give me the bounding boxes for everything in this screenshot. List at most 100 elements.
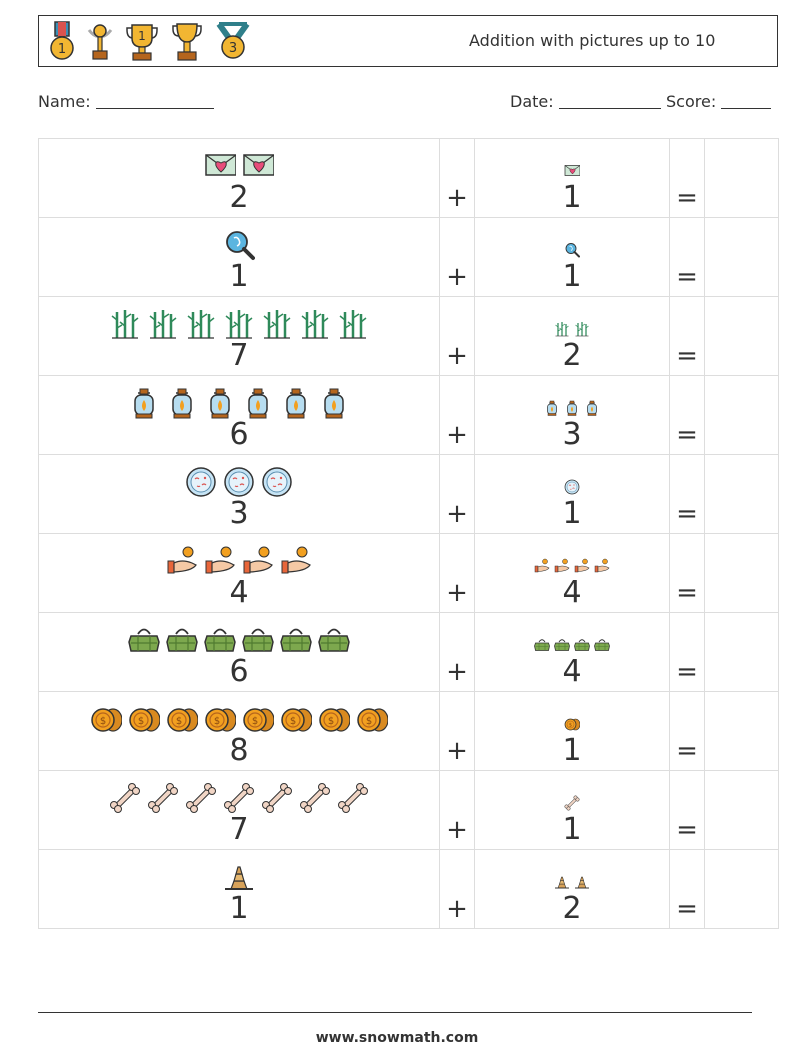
answer-cell[interactable] [704, 454, 779, 534]
answer-cell[interactable] [704, 138, 779, 218]
bamboo-icon [111, 310, 139, 339]
right-number: 1 [562, 180, 582, 215]
equals-cell: = [669, 296, 705, 376]
answer-cell[interactable] [704, 770, 779, 850]
answer-cell[interactable] [704, 296, 779, 376]
picture-group [39, 861, 439, 893]
coins-icon: $ [205, 708, 236, 732]
answer-cell[interactable] [704, 691, 779, 771]
picture-group [39, 387, 439, 419]
picture-group [475, 321, 669, 337]
right-number: 3 [562, 417, 582, 452]
love-letter-icon [205, 154, 236, 176]
right-addend-cell: 1 [474, 454, 670, 534]
plus-cell: + [439, 217, 475, 297]
right-addend-cell: 1 [474, 217, 670, 297]
equals-cell: = [669, 612, 705, 692]
date-line[interactable] [558, 92, 661, 109]
name-field[interactable]: Name: [38, 92, 214, 111]
lantern-icon [210, 388, 230, 419]
picture-group [475, 163, 669, 179]
equals-sign: = [676, 262, 698, 292]
right-number: 2 [562, 338, 582, 373]
bone-icon [564, 795, 580, 811]
picture-group [39, 466, 439, 498]
bone-icon [148, 783, 178, 813]
equals-cell: = [669, 770, 705, 850]
answer-cell[interactable] [704, 612, 779, 692]
basket-icon [242, 628, 274, 652]
score-line[interactable] [721, 92, 772, 109]
left-number: 7 [229, 338, 249, 373]
left-number: 4 [229, 575, 249, 610]
basket-icon [280, 628, 312, 652]
bamboo-icon [575, 322, 589, 337]
hand-coin-icon [281, 546, 311, 574]
plus-cell: + [439, 770, 475, 850]
medal-3-icon: 3 [216, 22, 250, 59]
picture-group [475, 242, 669, 258]
plus-sign: + [446, 894, 468, 924]
date-field[interactable]: Date: [510, 92, 661, 111]
hand-coin-icon [534, 558, 550, 573]
worksheet-title: Addition with pictures up to 10 [469, 31, 716, 50]
plus-sign: + [446, 183, 468, 213]
answer-cell[interactable] [704, 375, 779, 455]
coins-icon: $ [91, 708, 122, 732]
problem-row: 7 +1 = [38, 770, 779, 850]
right-number: 1 [562, 496, 582, 531]
svg-text:$: $ [214, 716, 220, 727]
picture-group [475, 637, 669, 653]
plus-cell: + [439, 533, 475, 613]
basket-icon [594, 639, 610, 651]
plus-sign: + [446, 420, 468, 450]
right-addend-cell: 4 [474, 533, 670, 613]
left-addend-cell: 4 [38, 533, 440, 613]
right-number: 2 [562, 891, 582, 926]
equals-sign: = [676, 736, 698, 766]
svg-text:$: $ [100, 716, 106, 727]
left-addend-cell: 1 [38, 849, 440, 929]
right-number: 1 [562, 733, 582, 768]
problem-row: 3 +1 = [38, 454, 779, 534]
picture-group [475, 479, 669, 495]
bone-icon [186, 783, 216, 813]
coins-icon: $ [167, 708, 198, 732]
picture-group [39, 545, 439, 577]
answer-cell[interactable] [704, 217, 779, 297]
right-number: 1 [562, 812, 582, 847]
right-addend-cell: 2 [474, 296, 670, 376]
basket-icon [574, 639, 590, 651]
equals-sign: = [676, 183, 698, 213]
picture-group [475, 400, 669, 416]
svg-text:$: $ [252, 716, 258, 727]
score-field[interactable]: Score: [666, 92, 772, 111]
name-line[interactable] [95, 92, 214, 109]
lantern-icon [567, 400, 577, 416]
medal-1-icon: 1 [50, 21, 74, 60]
problem-row: 4 +4 = [38, 533, 779, 613]
left-number: 1 [229, 259, 249, 294]
bone-icon [224, 783, 254, 813]
problem-row: 6 +3 = [38, 375, 779, 455]
plus-sign: + [446, 578, 468, 608]
left-number: 3 [229, 496, 249, 531]
picture-group: $ [475, 716, 669, 732]
answer-cell[interactable] [704, 533, 779, 613]
right-number: 4 [562, 654, 582, 689]
left-addend-cell: 7 [38, 296, 440, 376]
bamboo-icon [301, 310, 329, 339]
coins-icon: $ [357, 708, 388, 732]
basket-icon [318, 628, 350, 652]
right-addend-cell: 2 [474, 849, 670, 929]
name-label: Name: [38, 92, 91, 111]
picture-group [39, 150, 439, 182]
svg-text:3: 3 [229, 41, 237, 56]
answer-cell[interactable] [704, 849, 779, 929]
date-label: Date: [510, 92, 554, 111]
medal-icons: 1 1 3 [47, 19, 253, 63]
right-addend-cell: 3 [474, 375, 670, 455]
plus-cell: + [439, 454, 475, 534]
svg-text:$: $ [328, 716, 334, 727]
plus-cell: + [439, 612, 475, 692]
